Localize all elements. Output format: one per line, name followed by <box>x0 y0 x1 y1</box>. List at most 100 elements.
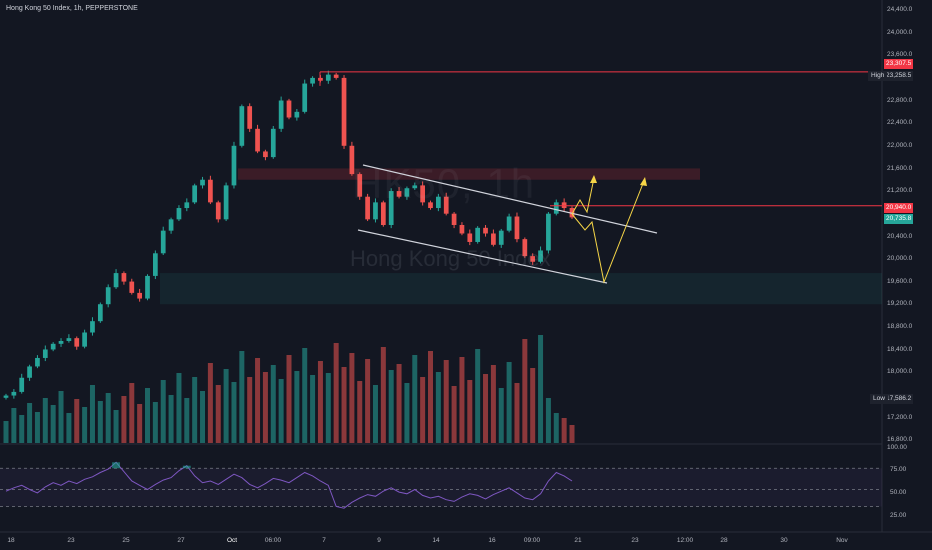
candle-body[interactable] <box>443 196 449 214</box>
candle-body[interactable] <box>404 188 410 197</box>
candle-body[interactable] <box>420 185 425 203</box>
candle-body[interactable] <box>129 281 135 293</box>
candle-body[interactable] <box>270 128 276 158</box>
candle-body[interactable] <box>506 216 512 231</box>
channel-upper-line[interactable] <box>362 164 658 234</box>
candle-body[interactable] <box>168 219 174 231</box>
candle-body[interactable] <box>412 185 418 189</box>
candle-body[interactable] <box>90 321 95 333</box>
candlesticks[interactable] <box>3 70 575 400</box>
candle-body[interactable] <box>215 202 221 220</box>
candle-body[interactable] <box>498 230 504 245</box>
candle-body[interactable] <box>569 208 575 218</box>
candle-body[interactable] <box>153 253 158 276</box>
projection-path-retest[interactable] <box>571 180 645 284</box>
candle-body[interactable] <box>553 202 559 214</box>
candle-body[interactable] <box>530 256 536 262</box>
candle-body[interactable] <box>82 332 87 347</box>
candle-body[interactable] <box>11 391 17 396</box>
candle-body[interactable] <box>184 202 190 209</box>
candle-body[interactable] <box>451 213 457 225</box>
candle-body[interactable] <box>145 275 150 299</box>
volume-bar <box>357 381 363 443</box>
projection-path-bullish[interactable] <box>571 177 595 215</box>
volume-bar <box>514 383 520 443</box>
candle-body[interactable] <box>325 74 331 81</box>
candle-body[interactable] <box>223 185 229 220</box>
candle-body[interactable] <box>3 395 9 398</box>
candle-body[interactable] <box>428 202 433 209</box>
candle-body[interactable] <box>436 196 441 209</box>
candle-body[interactable] <box>373 202 378 220</box>
candle-body[interactable] <box>302 83 308 112</box>
candle-body[interactable] <box>483 227 488 234</box>
candle-body[interactable] <box>538 250 543 262</box>
candle-body[interactable] <box>66 338 72 341</box>
last-price-tag: 20,735.8 <box>884 214 914 224</box>
volume-bar <box>215 385 221 443</box>
volume-bar <box>522 339 528 443</box>
candle-body[interactable] <box>380 202 386 225</box>
candle-body[interactable] <box>255 128 260 152</box>
candle-body[interactable] <box>286 100 292 118</box>
candle-body[interactable] <box>176 208 182 220</box>
candle-body[interactable] <box>349 145 355 175</box>
volume-bar <box>435 372 441 443</box>
candle-body[interactable] <box>522 239 528 257</box>
candle-body[interactable] <box>50 343 56 350</box>
candle-body[interactable] <box>546 213 551 251</box>
candle-body[interactable] <box>459 225 465 234</box>
candle-body[interactable] <box>97 304 103 322</box>
time-tick: 25 <box>122 537 130 544</box>
candle-body[interactable] <box>121 273 127 282</box>
candle-body[interactable] <box>105 287 111 305</box>
volume-bar <box>176 373 182 443</box>
candle-body[interactable] <box>294 111 300 118</box>
rsi-overbought-fill <box>182 465 191 469</box>
candle-body[interactable] <box>365 196 370 220</box>
price-tick: 18,400.0 <box>887 346 913 353</box>
candle-body[interactable] <box>278 100 284 129</box>
drawing-tools[interactable] <box>319 71 882 284</box>
candle-body[interactable] <box>42 349 48 358</box>
candle-body[interactable] <box>561 202 567 209</box>
candle-body[interactable] <box>514 216 520 240</box>
candle-body[interactable] <box>310 77 315 84</box>
candle-body[interactable] <box>58 340 64 344</box>
price-axis[interactable]: 24,400.0 24,000.0 23,600.0 22,800.0 22,4… <box>882 0 932 532</box>
candle-body[interactable] <box>357 174 363 197</box>
candle-body[interactable] <box>263 151 268 158</box>
volume-bar <box>34 412 40 443</box>
candle-body[interactable] <box>396 191 402 197</box>
volume-bar <box>255 358 261 443</box>
volume-bar <box>50 405 56 443</box>
candle-body[interactable] <box>491 233 496 245</box>
volume-bar <box>152 402 158 443</box>
candle-body[interactable] <box>113 273 119 288</box>
candle-body[interactable] <box>137 292 142 299</box>
candle-body[interactable] <box>388 191 394 225</box>
channel-lower-line[interactable] <box>357 229 608 284</box>
volume-bar <box>341 367 347 443</box>
candle-body[interactable] <box>247 106 253 129</box>
volume-bar <box>66 413 72 443</box>
candle-body[interactable] <box>341 77 347 146</box>
candle-body[interactable] <box>192 185 198 203</box>
candle-body[interactable] <box>160 230 166 254</box>
time-tick: 23 <box>631 537 639 544</box>
candle-body[interactable] <box>35 357 40 367</box>
candle-body[interactable] <box>74 338 80 347</box>
candle-body[interactable] <box>19 377 25 392</box>
candle-body[interactable] <box>208 179 213 203</box>
candle-body[interactable] <box>200 179 205 186</box>
candle-body[interactable] <box>467 233 473 242</box>
candle-body[interactable] <box>27 366 32 378</box>
candle-body[interactable] <box>475 227 481 242</box>
price-tick: 16,800.0 <box>887 436 913 443</box>
candle-body[interactable] <box>231 145 237 186</box>
candle-body[interactable] <box>333 74 339 78</box>
time-axis[interactable]: 18 23 25 27 Oct 06:00 7 9 14 16 09:00 21… <box>0 532 882 550</box>
candle-body[interactable] <box>239 106 245 146</box>
